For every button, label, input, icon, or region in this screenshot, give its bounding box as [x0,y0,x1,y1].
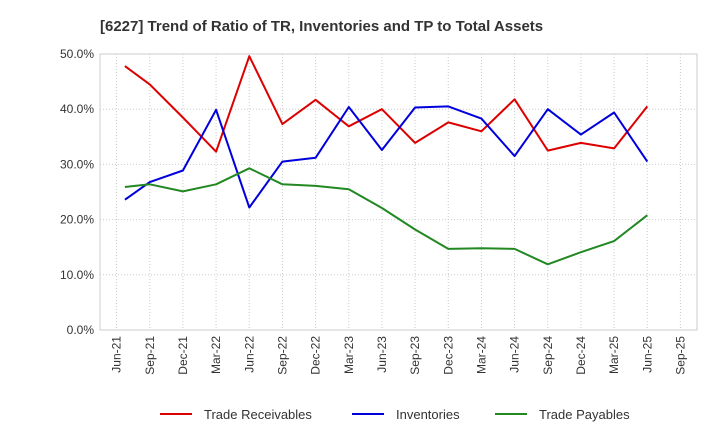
x-tick-label: Dec-21 [176,336,190,375]
x-tick-label: Sep-24 [541,336,555,375]
series-line-inventories [124,105,649,209]
y-tick-label: 10.0% [60,268,94,282]
legend-label: Inventories [396,407,460,422]
legend-label: Trade Receivables [204,407,312,422]
x-tick-label: Jun-23 [375,336,389,373]
x-tick-label: Mar-24 [474,336,488,374]
x-tick-label: Sep-25 [673,336,687,375]
x-tick-label: Jun-22 [242,336,256,373]
x-tick-label: Mar-25 [607,336,621,374]
legend-label: Trade Payables [539,407,630,422]
legend: Trade Receivables Inventories Trade Payabl… [160,407,630,422]
series-line-trade-payables [124,167,648,266]
y-tick-label: 30.0% [60,157,94,171]
x-axis: Jun-21 Sep-21 Dec-21 Mar-22 Jun-22 Sep-22 Dec-… [110,336,688,375]
x-tick-label: Sep-23 [408,336,422,375]
x-tick-label: Sep-21 [143,336,157,375]
series-lines [124,55,649,266]
x-tick-label: Dec-24 [574,336,588,375]
x-tick-label: Dec-22 [309,336,323,375]
chart-title: [6227] Trend of Ratio of TR, Inventories… [100,18,543,35]
plot-area [99,53,698,331]
x-tick-label: Sep-22 [275,336,289,375]
series-line-trade-receivables [124,55,649,153]
x-tick-label: Jun-21 [110,336,124,373]
x-tick-label: Mar-23 [342,336,356,374]
y-tick-label: 50.0% [60,47,94,61]
x-tick-label: Dec-23 [441,336,455,375]
y-tick-label: 20.0% [60,213,94,227]
y-tick-label: 0.0% [67,323,95,337]
x-tick-label: Mar-22 [209,336,223,374]
y-tick-label: 40.0% [60,102,94,116]
x-tick-label: Jun-25 [640,336,654,373]
y-axis: 0.0% 10.0% 20.0% 30.0% 40.0% 50.0% [60,47,94,337]
x-tick-label: Jun-24 [508,336,522,373]
grid [100,53,697,331]
